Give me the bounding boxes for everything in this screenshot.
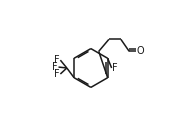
Text: F: F	[54, 55, 60, 65]
Text: F: F	[112, 63, 118, 73]
Text: F: F	[54, 69, 60, 79]
Text: F: F	[52, 62, 58, 72]
Text: O: O	[136, 46, 144, 56]
